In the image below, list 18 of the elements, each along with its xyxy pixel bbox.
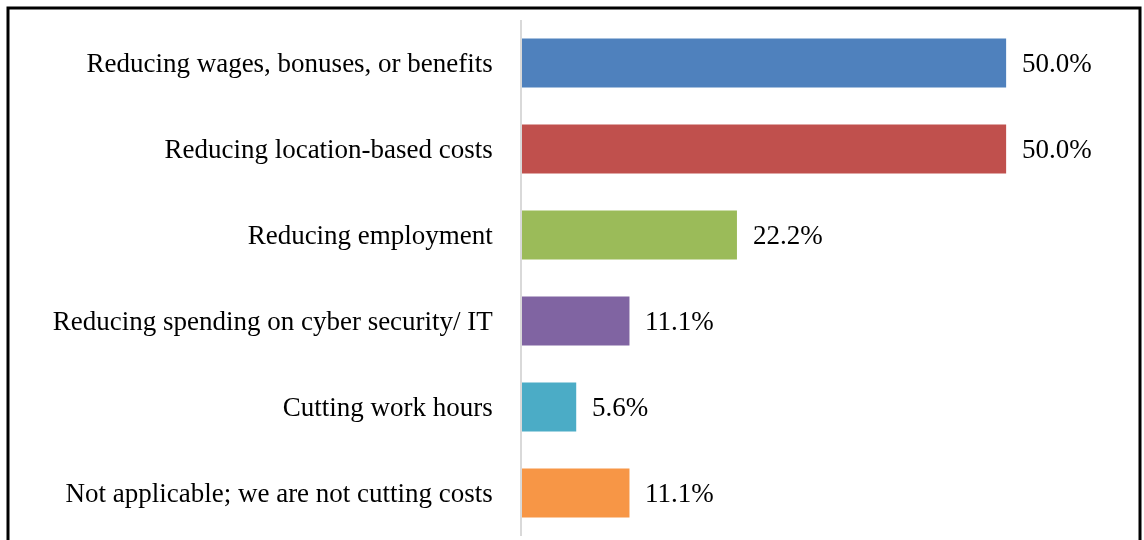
y-tick-label: Cutting work hours	[282, 392, 493, 423]
data-label: 11.1%	[645, 306, 714, 336]
y-tick-label: Reducing spending on cyber security/ IT	[52, 306, 494, 337]
data-label: 5.6%	[592, 392, 649, 422]
bar	[522, 468, 630, 518]
y-tick-label: Reducing employment	[247, 220, 494, 251]
bar	[522, 210, 737, 260]
bar	[522, 38, 1007, 88]
bar	[522, 124, 1007, 174]
bar	[522, 382, 577, 432]
y-tick-label: Reducing location-based costs	[164, 134, 493, 165]
y-tick-label: Reducing wages, bonuses, or benefits	[86, 48, 493, 79]
data-label: 22.2%	[753, 220, 823, 250]
data-label: 50.0%	[1022, 48, 1092, 78]
y-tick-label: Not applicable; we are not cutting costs	[65, 478, 493, 509]
data-label: 11.1%	[645, 478, 714, 508]
bar	[522, 296, 630, 346]
data-label: 50.0%	[1022, 134, 1092, 164]
